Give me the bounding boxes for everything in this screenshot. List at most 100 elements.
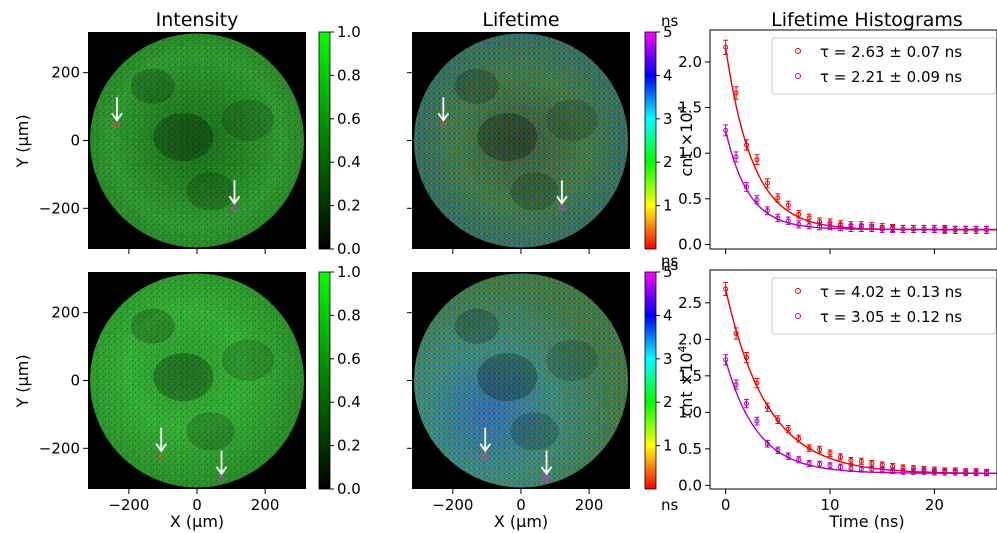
ylabel-bottom-right-exp: 4 (676, 345, 689, 352)
data-point (744, 184, 750, 190)
arrow-head (540, 466, 553, 476)
image-shadow (130, 308, 175, 344)
y-tick-label: −200 (39, 199, 80, 217)
data-point (858, 458, 864, 464)
data-point (723, 44, 729, 50)
arrow-head (215, 466, 228, 476)
ylabel-bottom-right-text: cnt ×10 (677, 352, 696, 416)
data-point (775, 417, 781, 423)
data-point (890, 226, 896, 232)
data-point (942, 226, 948, 232)
data-point (754, 380, 760, 386)
image-shadow (477, 113, 538, 162)
data-point (942, 469, 948, 475)
colorbar-tick-label: 0.0 (337, 240, 361, 258)
legend-label: τ = 3.05 ± 0.12 ns (820, 308, 962, 326)
data-point (733, 382, 739, 388)
xlabel-bottom-right: Time (ns) (828, 512, 904, 531)
data-point (806, 445, 812, 451)
y-tick-label: 0.0 (678, 476, 702, 494)
ylabel-top-right-text: cnt ×10 (677, 112, 696, 176)
colorbar-label-top: ns (661, 12, 679, 30)
image-texture (90, 273, 304, 488)
colorbar-tick-label: 1.0 (337, 23, 361, 41)
ylabel-top-right: cnt ×104 (676, 105, 697, 176)
y-tick-label: 0.5 (678, 190, 702, 208)
marker-point (440, 122, 447, 129)
data-point (785, 453, 791, 459)
arrow-head (479, 443, 491, 453)
arrow-head (228, 195, 241, 205)
ylabel-bottom-left: Y (μm) (13, 354, 32, 408)
data-point (879, 226, 885, 232)
image-shadow (454, 308, 499, 344)
legend-label: τ = 2.63 ± 0.07 ns (820, 43, 962, 61)
colorbar-tick-label: 5 (663, 263, 673, 281)
data-point (963, 227, 969, 233)
data-point (827, 223, 833, 229)
panel-bottom-left: −200 0 200 −200 0 200 0.0 0.2 0.4 0.6 0.8 1.0 (39, 263, 361, 514)
ylabel-top-right-exp: 4 (676, 105, 689, 112)
colorbar-tick-label: 0.8 (337, 306, 361, 324)
data-point (869, 466, 875, 472)
colorbar-tick-label: 0.6 (337, 110, 361, 128)
data-point (973, 470, 979, 476)
legend-label: τ = 4.02 ± 0.13 ns (820, 283, 962, 301)
title-intensity: Intensity (156, 9, 239, 31)
colorbar-label-bottom: ns (661, 496, 679, 514)
data-point (796, 436, 802, 442)
colorbar-tick-label: 0.2 (337, 197, 361, 215)
arrow-head (111, 112, 123, 122)
image-shadow (510, 412, 559, 451)
colorbar-label-top: ns (661, 252, 679, 270)
colorbar-tick-label: 0.2 (337, 437, 361, 455)
colorbar (644, 271, 657, 490)
data-point (952, 227, 958, 233)
data-point (806, 215, 812, 221)
legend-marker (795, 288, 801, 294)
legend-label: τ = 2.21 ± 0.09 ns (820, 68, 962, 86)
marker-point (558, 205, 565, 212)
legend-box (771, 37, 997, 95)
data-point (775, 215, 781, 221)
colorbar (318, 271, 331, 490)
data-point (764, 404, 770, 410)
data-point (879, 467, 885, 473)
data-point (806, 460, 812, 466)
image-texture (414, 33, 628, 248)
x-tick-label: −200 (108, 496, 149, 514)
marker-point (543, 475, 550, 482)
marker-point (218, 475, 225, 482)
marker-point (231, 205, 238, 212)
colorbar-tick-label: 1.0 (337, 263, 361, 281)
data-point (796, 221, 802, 227)
data-point (744, 401, 750, 407)
colorbar-tick-label: 0.0 (337, 480, 361, 498)
colorbar-tick-label: 3 (663, 350, 673, 368)
panel-top-right: 0.0 0.5 1.0 1.5 2.0 τ = 2.63 ± 0.07 ns τ = 2.2… (678, 29, 997, 254)
data-point (817, 461, 823, 467)
image-shadow (222, 99, 275, 141)
colorbar (644, 31, 657, 250)
image-shadow (510, 172, 559, 211)
image-shadow (546, 339, 599, 381)
data-point (764, 208, 770, 214)
data-point (827, 450, 833, 456)
data-point (764, 441, 770, 447)
data-point (817, 223, 823, 229)
colorbar-tick-label: 0.6 (337, 350, 361, 368)
data-point (900, 468, 906, 474)
data-point (837, 454, 843, 460)
ylabel-top-left: Y (μm) (13, 114, 32, 168)
data-point (837, 224, 843, 230)
data-point (984, 227, 990, 233)
image-shadow (186, 172, 235, 211)
data-point (921, 226, 927, 232)
ylabel-bottom-right: cnt ×104 (676, 345, 697, 416)
colorbar-tick-label: 4 (663, 306, 673, 324)
y-tick-label: 2.0 (678, 53, 702, 71)
image-texture (414, 273, 628, 488)
data-point (921, 468, 927, 474)
colorbar-tick-label: 4 (663, 66, 673, 84)
colorbar-tick-label: 5 (663, 23, 673, 41)
